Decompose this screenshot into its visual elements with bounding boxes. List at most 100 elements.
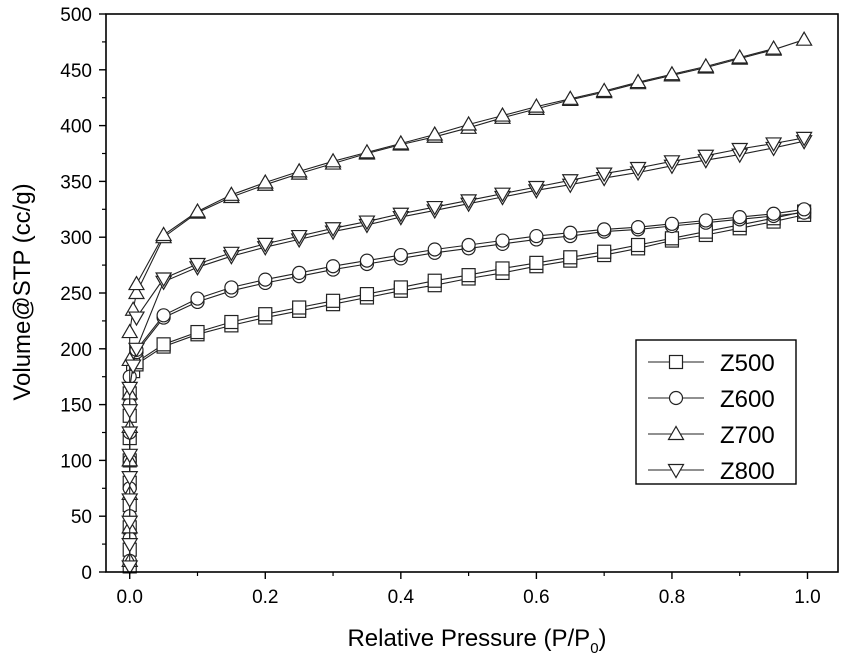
data-point-z800 (595, 167, 613, 183)
data-point-z500 (156, 337, 171, 352)
data-point-z700 (629, 73, 647, 89)
x-tick-label: 1.0 (794, 587, 820, 608)
data-point-z600 (156, 308, 171, 323)
data-point-z800 (256, 237, 274, 253)
data-point-z700 (561, 90, 579, 105)
data-point-z800 (121, 448, 139, 464)
legend-marker-z700 (667, 425, 685, 441)
legend-marker-z600 (668, 390, 684, 406)
legend-box (635, 339, 797, 485)
series-z800 (121, 131, 813, 576)
data-point-z600 (359, 253, 375, 268)
data-point-z500 (292, 300, 307, 315)
data-point-z700 (765, 39, 783, 55)
data-point-z700 (731, 48, 749, 64)
y-tick-label: 450 (60, 61, 92, 82)
x-tick-label: 0.6 (523, 587, 549, 608)
data-point-z700 (127, 275, 146, 291)
y-axis-title: Volume@STP (cc/g) (9, 183, 36, 400)
data-point-z800 (460, 194, 478, 210)
data-point-z600 (698, 213, 713, 228)
data-point-z800 (121, 515, 139, 531)
x-tick-label: 0.8 (659, 587, 685, 608)
data-point-z500 (258, 307, 273, 322)
data-point-z800 (290, 229, 308, 245)
data-point-z700 (392, 134, 410, 150)
data-point-z800 (493, 187, 512, 203)
x-axis-title: Relative Pressure (P/P0) (347, 625, 606, 657)
data-point-z800 (358, 215, 376, 231)
data-point-z700 (595, 82, 613, 98)
data-point-z800 (121, 471, 139, 486)
data-point-z700 (663, 65, 681, 81)
data-point-z500 (529, 255, 544, 270)
data-point-z800 (127, 342, 146, 358)
data-point-z800 (155, 272, 173, 288)
data-point-z600 (258, 272, 273, 287)
y-tick-label: 200 (60, 340, 92, 361)
data-point-z800 (561, 174, 579, 189)
data-point-z800 (527, 180, 545, 196)
data-point-z600 (224, 280, 239, 295)
data-point-z700 (426, 125, 444, 141)
y-tick-label: 350 (60, 172, 92, 193)
data-point-z700 (697, 57, 715, 73)
y-tick-label: 100 (60, 451, 92, 472)
data-point-z700 (358, 143, 376, 159)
data-point-z500 (495, 261, 510, 276)
data-point-z800 (795, 131, 813, 147)
data-point-z800 (697, 149, 715, 165)
data-point-z600 (461, 237, 476, 253)
data-point-z800 (629, 161, 647, 177)
data-point-z800 (426, 200, 444, 216)
data-point-z500 (224, 314, 239, 330)
data-point-z600 (597, 222, 612, 237)
legend-marker-z500 (668, 354, 684, 370)
y-tick-label: 400 (60, 117, 92, 138)
y-tick-label: 250 (60, 284, 92, 305)
ticks-layer: 0.0 0.2 0.4 0.6 0.8 1.0 0 50 100 150 200 250 300 350 4… (60, 5, 820, 608)
data-point-z700 (290, 162, 308, 178)
data-point-z700 (256, 173, 274, 189)
data-point-z800 (188, 257, 207, 273)
data-point-z800 (222, 246, 240, 262)
data-point-z500 (393, 280, 408, 295)
y-tick-label: 300 (60, 228, 92, 249)
y-tick-label: 0 (81, 563, 92, 584)
legend-label-z600: Z600 (720, 386, 775, 413)
data-point-z700 (222, 186, 240, 201)
data-point-z800 (121, 426, 139, 442)
data-point-z800 (121, 560, 139, 576)
y-tick-label: 150 (60, 396, 92, 417)
data-point-z600 (325, 259, 341, 274)
data-point-z700 (155, 226, 173, 242)
data-point-z500 (359, 287, 375, 302)
data-point-z700 (188, 202, 207, 218)
legend-marker-z800 (667, 463, 685, 479)
data-point-z800 (663, 155, 681, 171)
data-point-z600 (190, 291, 205, 306)
y-tick-label: 500 (60, 5, 92, 26)
data-point-z600 (292, 265, 307, 281)
data-point-z600 (732, 210, 747, 225)
data-point-z600 (797, 202, 812, 217)
data-point-z700 (493, 106, 512, 122)
data-point-z800 (324, 222, 342, 237)
data-point-z700 (527, 97, 545, 113)
data-point-z800 (121, 493, 139, 509)
data-point-z800 (392, 207, 410, 223)
y-tick-label: 50 (71, 507, 92, 528)
data-point-z800 (124, 359, 142, 375)
legend-label-z500: Z500 (720, 350, 775, 377)
data-point-z800 (121, 381, 139, 397)
x-tick-label: 0.0 (117, 587, 143, 608)
data-point-z600 (563, 225, 578, 240)
data-point-z600 (529, 228, 544, 244)
x-tick-label: 0.4 (388, 587, 415, 608)
data-point-z600 (427, 242, 442, 257)
data-point-z600 (393, 247, 408, 263)
data-point-z700 (127, 284, 146, 300)
data-point-z500 (563, 250, 578, 265)
